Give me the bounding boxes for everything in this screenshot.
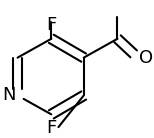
Text: O: O xyxy=(139,49,153,67)
Text: F: F xyxy=(46,119,56,137)
Text: N: N xyxy=(3,87,16,104)
Text: F: F xyxy=(46,16,56,34)
